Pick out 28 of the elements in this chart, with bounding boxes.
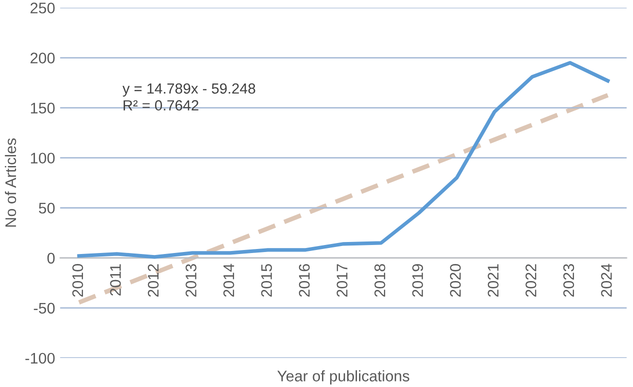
y-tick-label: 50 (38, 202, 55, 214)
x-tick-label: 2024 (601, 264, 612, 297)
y-axis-title: No of Articles (4, 138, 16, 227)
x-tick-label: 2011 (110, 264, 121, 296)
y-tick-label: 250 (30, 2, 55, 14)
y-tick-label: -100 (25, 352, 55, 364)
x-tick-label: 2012 (148, 264, 159, 297)
x-tick-label: 2021 (488, 264, 499, 297)
x-tick-label: 2015 (261, 264, 272, 297)
annotation: y = 14.789x - 59.248 (122, 83, 256, 97)
x-tick-label: 2017 (336, 264, 348, 297)
y-tick-label: 200 (30, 52, 55, 64)
x-tick-label: 2013 (186, 264, 196, 297)
x-tick-label: 2020 (450, 264, 461, 297)
x-tick-label: 2016 (298, 264, 310, 297)
y-tick-label: 150 (30, 102, 55, 114)
x-axis-title: Year of publications (277, 370, 410, 384)
x-tick-label: 2014 (223, 264, 234, 297)
x-tick-label: 2018 (374, 264, 386, 297)
x-tick-label: 2010 (72, 264, 84, 297)
y-tick-label: 100 (30, 152, 55, 164)
x-tick-label: 2019 (412, 264, 424, 297)
annotation: R² = 0.7642 (124, 100, 198, 110)
y-tick-label: -50 (34, 302, 55, 314)
x-tick-label: 2023 (563, 264, 574, 297)
line-series (77, 60, 610, 259)
x-tick-label: 2022 (526, 264, 536, 297)
y-tick-label: 0 (47, 252, 55, 264)
